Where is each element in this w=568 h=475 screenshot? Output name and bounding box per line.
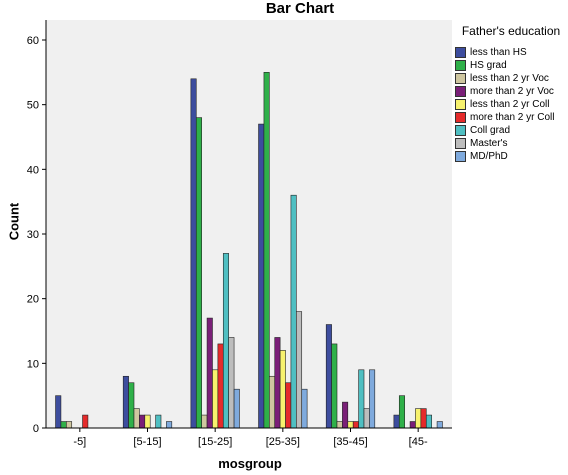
legend-item: Master's [455,137,567,150]
bar [409,421,416,429]
bar [358,369,365,429]
legend-label: more than 2 yr Voc [470,86,554,97]
bar [258,123,265,429]
y-tick-label: 50 [27,100,39,112]
legend-label: less than HS [470,47,527,58]
bar [201,414,208,429]
x-axis-label: mosgroup [218,456,282,471]
bar [436,421,443,429]
legend-swatch [455,47,466,58]
legend-item: less than 2 yr Voc [455,72,567,85]
bar [342,401,349,429]
bar [269,375,276,429]
bar [363,408,370,429]
legend-label: MD/PhD [470,151,508,162]
legend-swatch [455,112,466,123]
bar [301,388,308,429]
legend-label: more than 2 yr Coll [470,112,555,123]
x-tick-label: [25-35] [266,436,300,448]
legend-label: Master's [470,138,508,149]
legend-swatch [455,73,466,84]
bar [155,414,162,429]
y-tick-label: 10 [27,358,39,370]
bar [212,369,219,429]
legend-label: HS grad [470,60,507,71]
x-tick-label: [35-45] [333,436,367,448]
legend-item: more than 2 yr Voc [455,85,567,98]
bar [420,408,427,429]
bar [325,324,332,429]
bar [285,382,292,429]
x-tick-label: -5] [73,436,86,448]
bar [60,421,67,429]
bar [290,194,297,429]
bar [144,414,151,429]
bar [233,388,240,429]
bar [217,343,224,429]
bar [228,337,235,429]
bar [336,421,343,429]
bar [425,414,432,429]
legend-swatch [455,86,466,97]
bar [347,421,354,429]
bar [279,350,286,429]
legend-item: less than HS [455,46,567,59]
legend-item: less than 2 yr Coll [455,98,567,111]
legend-label: Coll grad [470,125,511,136]
bar [206,317,213,429]
plot-area [46,20,452,428]
bar [274,337,281,429]
bar [139,414,146,429]
bar [66,421,73,429]
legend-list: less than HS HS grad less than 2 yr Voc mor… [455,46,567,163]
bar [415,408,422,429]
bar [128,382,135,429]
bar [331,343,338,429]
y-tick-label: 0 [33,423,39,435]
y-tick-label: 30 [27,229,39,241]
bar [398,395,405,429]
legend-swatch [455,99,466,110]
legend-item: MD/PhD [455,150,567,163]
legend-item: Coll grad [455,124,567,137]
bar [82,414,89,429]
legend-title: Father's education [461,24,561,38]
chart-title: Bar Chart [265,0,335,17]
bar [166,421,173,429]
bar [133,408,140,429]
bar [190,78,197,429]
legend-swatch [455,60,466,71]
bar [263,72,270,429]
bar [296,311,303,429]
bar [369,369,376,429]
x-tick-label: [45- [409,436,428,448]
bar [352,421,359,429]
bar [195,117,202,429]
legend-swatch [455,125,466,136]
x-tick-label: [15-25] [198,436,232,448]
legend-swatch [455,151,466,162]
y-tick-label: 20 [27,294,39,306]
legend-label: less than 2 yr Voc [470,73,549,84]
legend-label: less than 2 yr Coll [470,99,550,110]
bar [393,414,400,429]
legend-item: HS grad [455,59,567,72]
legend-item: more than 2 yr Coll [455,111,567,124]
x-tick-label: [5-15] [133,436,161,448]
y-tick-label: 60 [27,35,39,47]
y-tick-label: 40 [27,164,39,176]
bar [55,395,62,429]
bar [122,375,129,429]
legend: Father's education less than HS HS grad le… [455,24,567,163]
bar [222,253,229,429]
legend-swatch [455,138,466,149]
